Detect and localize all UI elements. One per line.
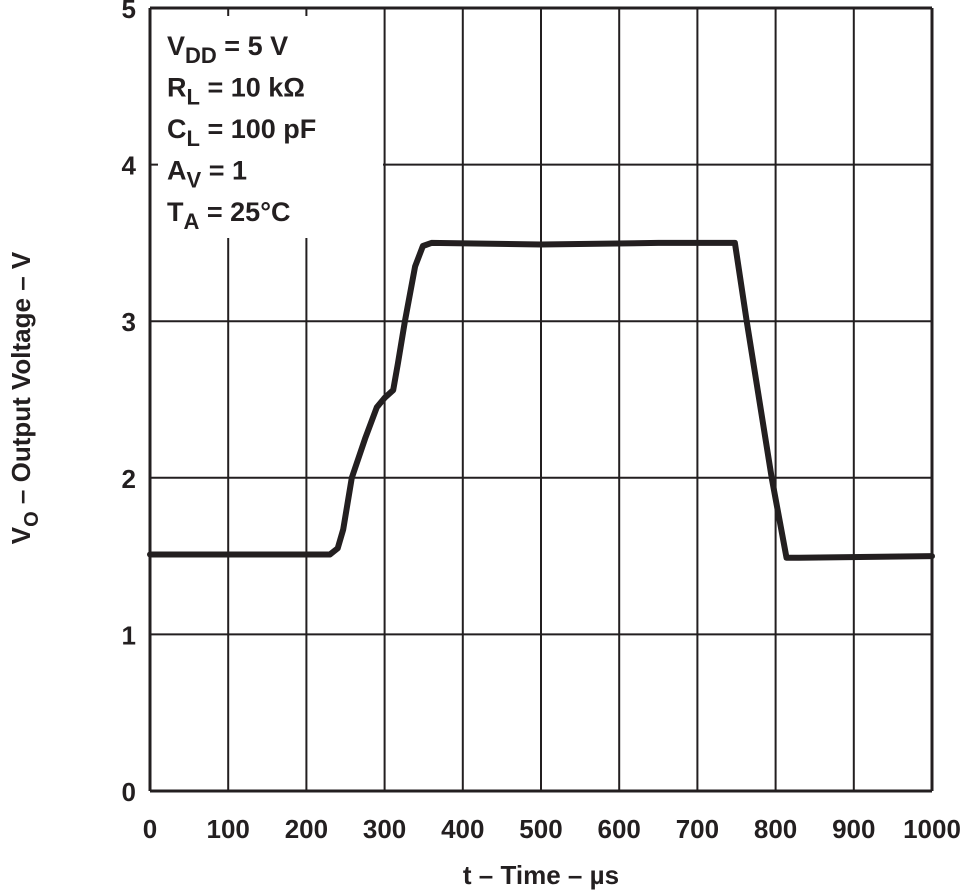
conditions-annotation: VDD = 5 V RL = 10 kΩ CL = 100 pF AV = 1 TA =… [158, 16, 383, 238]
y-tick-label: 4 [122, 151, 137, 181]
x-axis-label: t – Time – µs [463, 860, 619, 890]
tick-labels: 0 100 200 300 400 500 600 700 800 900 1000 0 1 2 3 4 5 [122, 0, 961, 844]
grid [148, 6, 934, 793]
y-tick-label: 3 [122, 307, 136, 337]
x-tick-label: 800 [754, 814, 797, 844]
annotation-line: AV = 1 [167, 156, 247, 193]
x-tick-label: 400 [441, 814, 484, 844]
y-tick-label: 2 [122, 464, 136, 494]
x-tick-label: 900 [832, 814, 875, 844]
y-axis-label: VO – Output Voltage – V [6, 251, 43, 544]
x-tick-label: 0 [143, 814, 157, 844]
x-tick-label: 200 [285, 814, 328, 844]
y-tick-label: 1 [122, 620, 136, 650]
annotation-line: CL = 100 pF [167, 114, 316, 151]
x-tick-label: 100 [207, 814, 250, 844]
y-tick-label: 5 [122, 0, 136, 24]
series-line [147, 239, 935, 561]
annotation-line: RL = 10 kΩ [167, 73, 305, 110]
annotation-line: TA = 25°C [167, 197, 291, 234]
x-tick-label: 1000 [903, 814, 961, 844]
y-tick-label: 0 [122, 777, 136, 807]
annotation-line: VDD = 5 V [167, 31, 288, 68]
x-tick-label: 500 [519, 814, 562, 844]
annotation-background [158, 16, 383, 238]
x-tick-label: 600 [598, 814, 641, 844]
x-tick-label: 700 [676, 814, 719, 844]
x-tick-label: 300 [363, 814, 406, 844]
